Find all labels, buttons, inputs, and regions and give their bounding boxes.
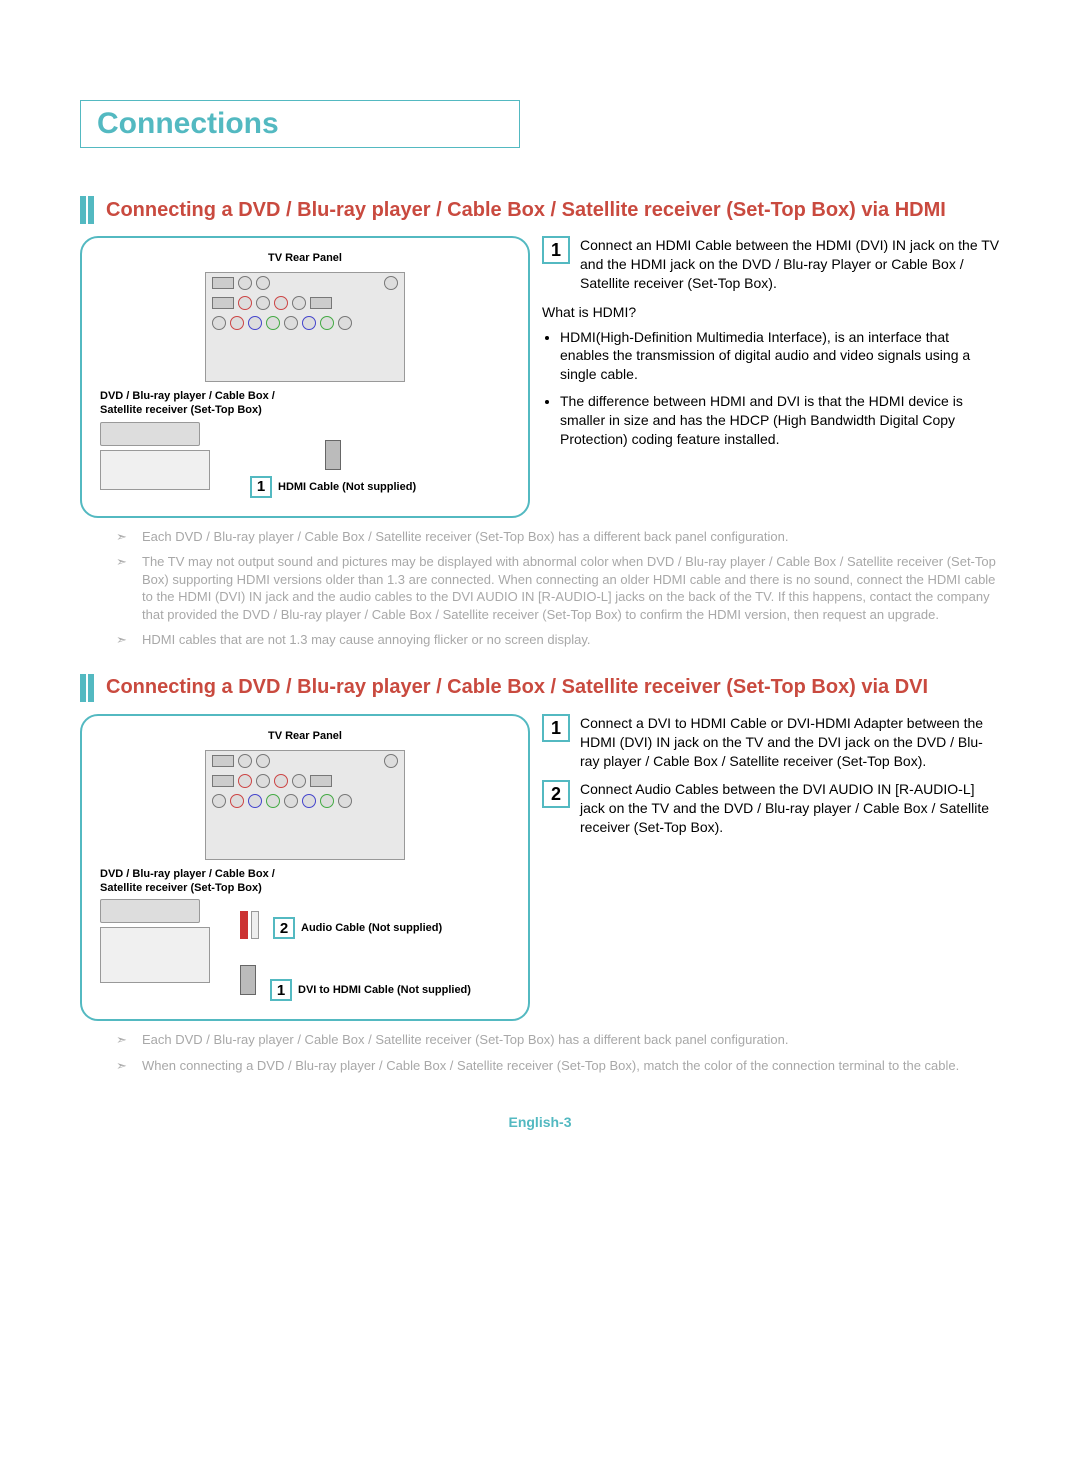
section2-step2-text: Connect Audio Cables between the DVI AUD… bbox=[580, 780, 1000, 837]
hdmi-plug-icon bbox=[325, 440, 341, 470]
section2-diagram: TV Rear Panel DVD / Blu-ray player / Cab… bbox=[80, 714, 530, 1022]
audio-cable-label: Audio Cable (Not supplied) bbox=[301, 922, 442, 934]
section1-note-2: HDMI cables that are not 1.3 may cause a… bbox=[116, 631, 1000, 649]
section2-note-0: Each DVD / Blu-ray player / Cable Box / … bbox=[116, 1031, 1000, 1049]
section-bars-icon bbox=[80, 196, 94, 224]
dvi-plug-icon bbox=[240, 965, 256, 995]
section2-content: TV Rear Panel DVD / Blu-ray player / Cab… bbox=[80, 714, 1000, 1022]
tv-rear-panel-graphic bbox=[205, 750, 405, 860]
section2-step2: 2 Connect Audio Cables between the DVI A… bbox=[542, 780, 1000, 837]
section1-bullet-1: The difference between HDMI and DVI is t… bbox=[560, 392, 1000, 449]
device-graphic bbox=[100, 899, 200, 923]
section-bars-icon bbox=[80, 674, 94, 702]
section1-content: TV Rear Panel DVD / Blu-ray player / Cab… bbox=[80, 236, 1000, 518]
audio-cable-legend: 2 Audio Cable (Not supplied) bbox=[273, 917, 442, 939]
page-footer: English-3 bbox=[80, 1114, 1000, 1130]
section1-step1: 1 Connect an HDMI Cable between the HDMI… bbox=[542, 236, 1000, 293]
section1-note-0: Each DVD / Blu-ray player / Cable Box / … bbox=[116, 528, 1000, 546]
tv-rear-panel-label: TV Rear Panel bbox=[100, 252, 510, 264]
device-label: DVD / Blu-ray player / Cable Box / Satel… bbox=[100, 868, 510, 896]
page-title-box: Connections bbox=[80, 100, 520, 148]
step-number-badge: 1 bbox=[542, 714, 570, 742]
device-ports-graphic bbox=[100, 927, 210, 983]
section1-bullets: HDMI(High-Definition Multimedia Interfac… bbox=[542, 328, 1000, 449]
section2-step1: 1 Connect a DVI to HDMI Cable or DVI-HDM… bbox=[542, 714, 1000, 771]
section1-title: Connecting a DVD / Blu-ray player / Cabl… bbox=[106, 199, 946, 222]
section2-step1-text: Connect a DVI to HDMI Cable or DVI-HDMI … bbox=[580, 714, 1000, 771]
device-ports-graphic bbox=[100, 450, 210, 490]
step-number-badge: 1 bbox=[542, 236, 570, 264]
section1-notes: Each DVD / Blu-ray player / Cable Box / … bbox=[116, 528, 1000, 649]
section2-note-1: When connecting a DVD / Blu-ray player /… bbox=[116, 1057, 1000, 1075]
section2-header: Connecting a DVD / Blu-ray player / Cabl… bbox=[80, 674, 1000, 702]
hdmi-cable-legend: 1 HDMI Cable (Not supplied) bbox=[250, 476, 416, 498]
hdmi-cable-label: HDMI Cable (Not supplied) bbox=[278, 481, 416, 493]
section2-title: Connecting a DVD / Blu-ray player / Cabl… bbox=[106, 676, 928, 699]
audio-plugs-icon bbox=[240, 911, 259, 939]
page-title: Connections bbox=[97, 107, 279, 141]
section1-step1-text: Connect an HDMI Cable between the HDMI (… bbox=[580, 236, 1000, 293]
step-number-badge: 2 bbox=[542, 780, 570, 808]
section1-header: Connecting a DVD / Blu-ray player / Cabl… bbox=[80, 196, 1000, 224]
device-graphic bbox=[100, 422, 200, 446]
tv-rear-panel-label: TV Rear Panel bbox=[100, 730, 510, 742]
section1-steps: 1 Connect an HDMI Cable between the HDMI… bbox=[542, 236, 1000, 457]
what-is-hdmi-heading: What is HDMI? bbox=[542, 303, 1000, 322]
cable-badge-1: 1 bbox=[250, 476, 272, 498]
cable-badge-2: 2 bbox=[273, 917, 295, 939]
section1-diagram: TV Rear Panel DVD / Blu-ray player / Cab… bbox=[80, 236, 530, 518]
section2-steps: 1 Connect a DVI to HDMI Cable or DVI-HDM… bbox=[542, 714, 1000, 847]
dvi-cable-label: DVI to HDMI Cable (Not supplied) bbox=[298, 984, 471, 996]
tv-rear-panel-graphic bbox=[205, 272, 405, 382]
device-label: DVD / Blu-ray player / Cable Box / Satel… bbox=[100, 390, 510, 418]
cable-badge-1: 1 bbox=[270, 979, 292, 1001]
section1-note-1: The TV may not output sound and pictures… bbox=[116, 553, 1000, 623]
section1-bullet-0: HDMI(High-Definition Multimedia Interfac… bbox=[560, 328, 1000, 385]
dvi-cable-legend: 1 DVI to HDMI Cable (Not supplied) bbox=[270, 979, 471, 1001]
section2-notes: Each DVD / Blu-ray player / Cable Box / … bbox=[116, 1031, 1000, 1074]
